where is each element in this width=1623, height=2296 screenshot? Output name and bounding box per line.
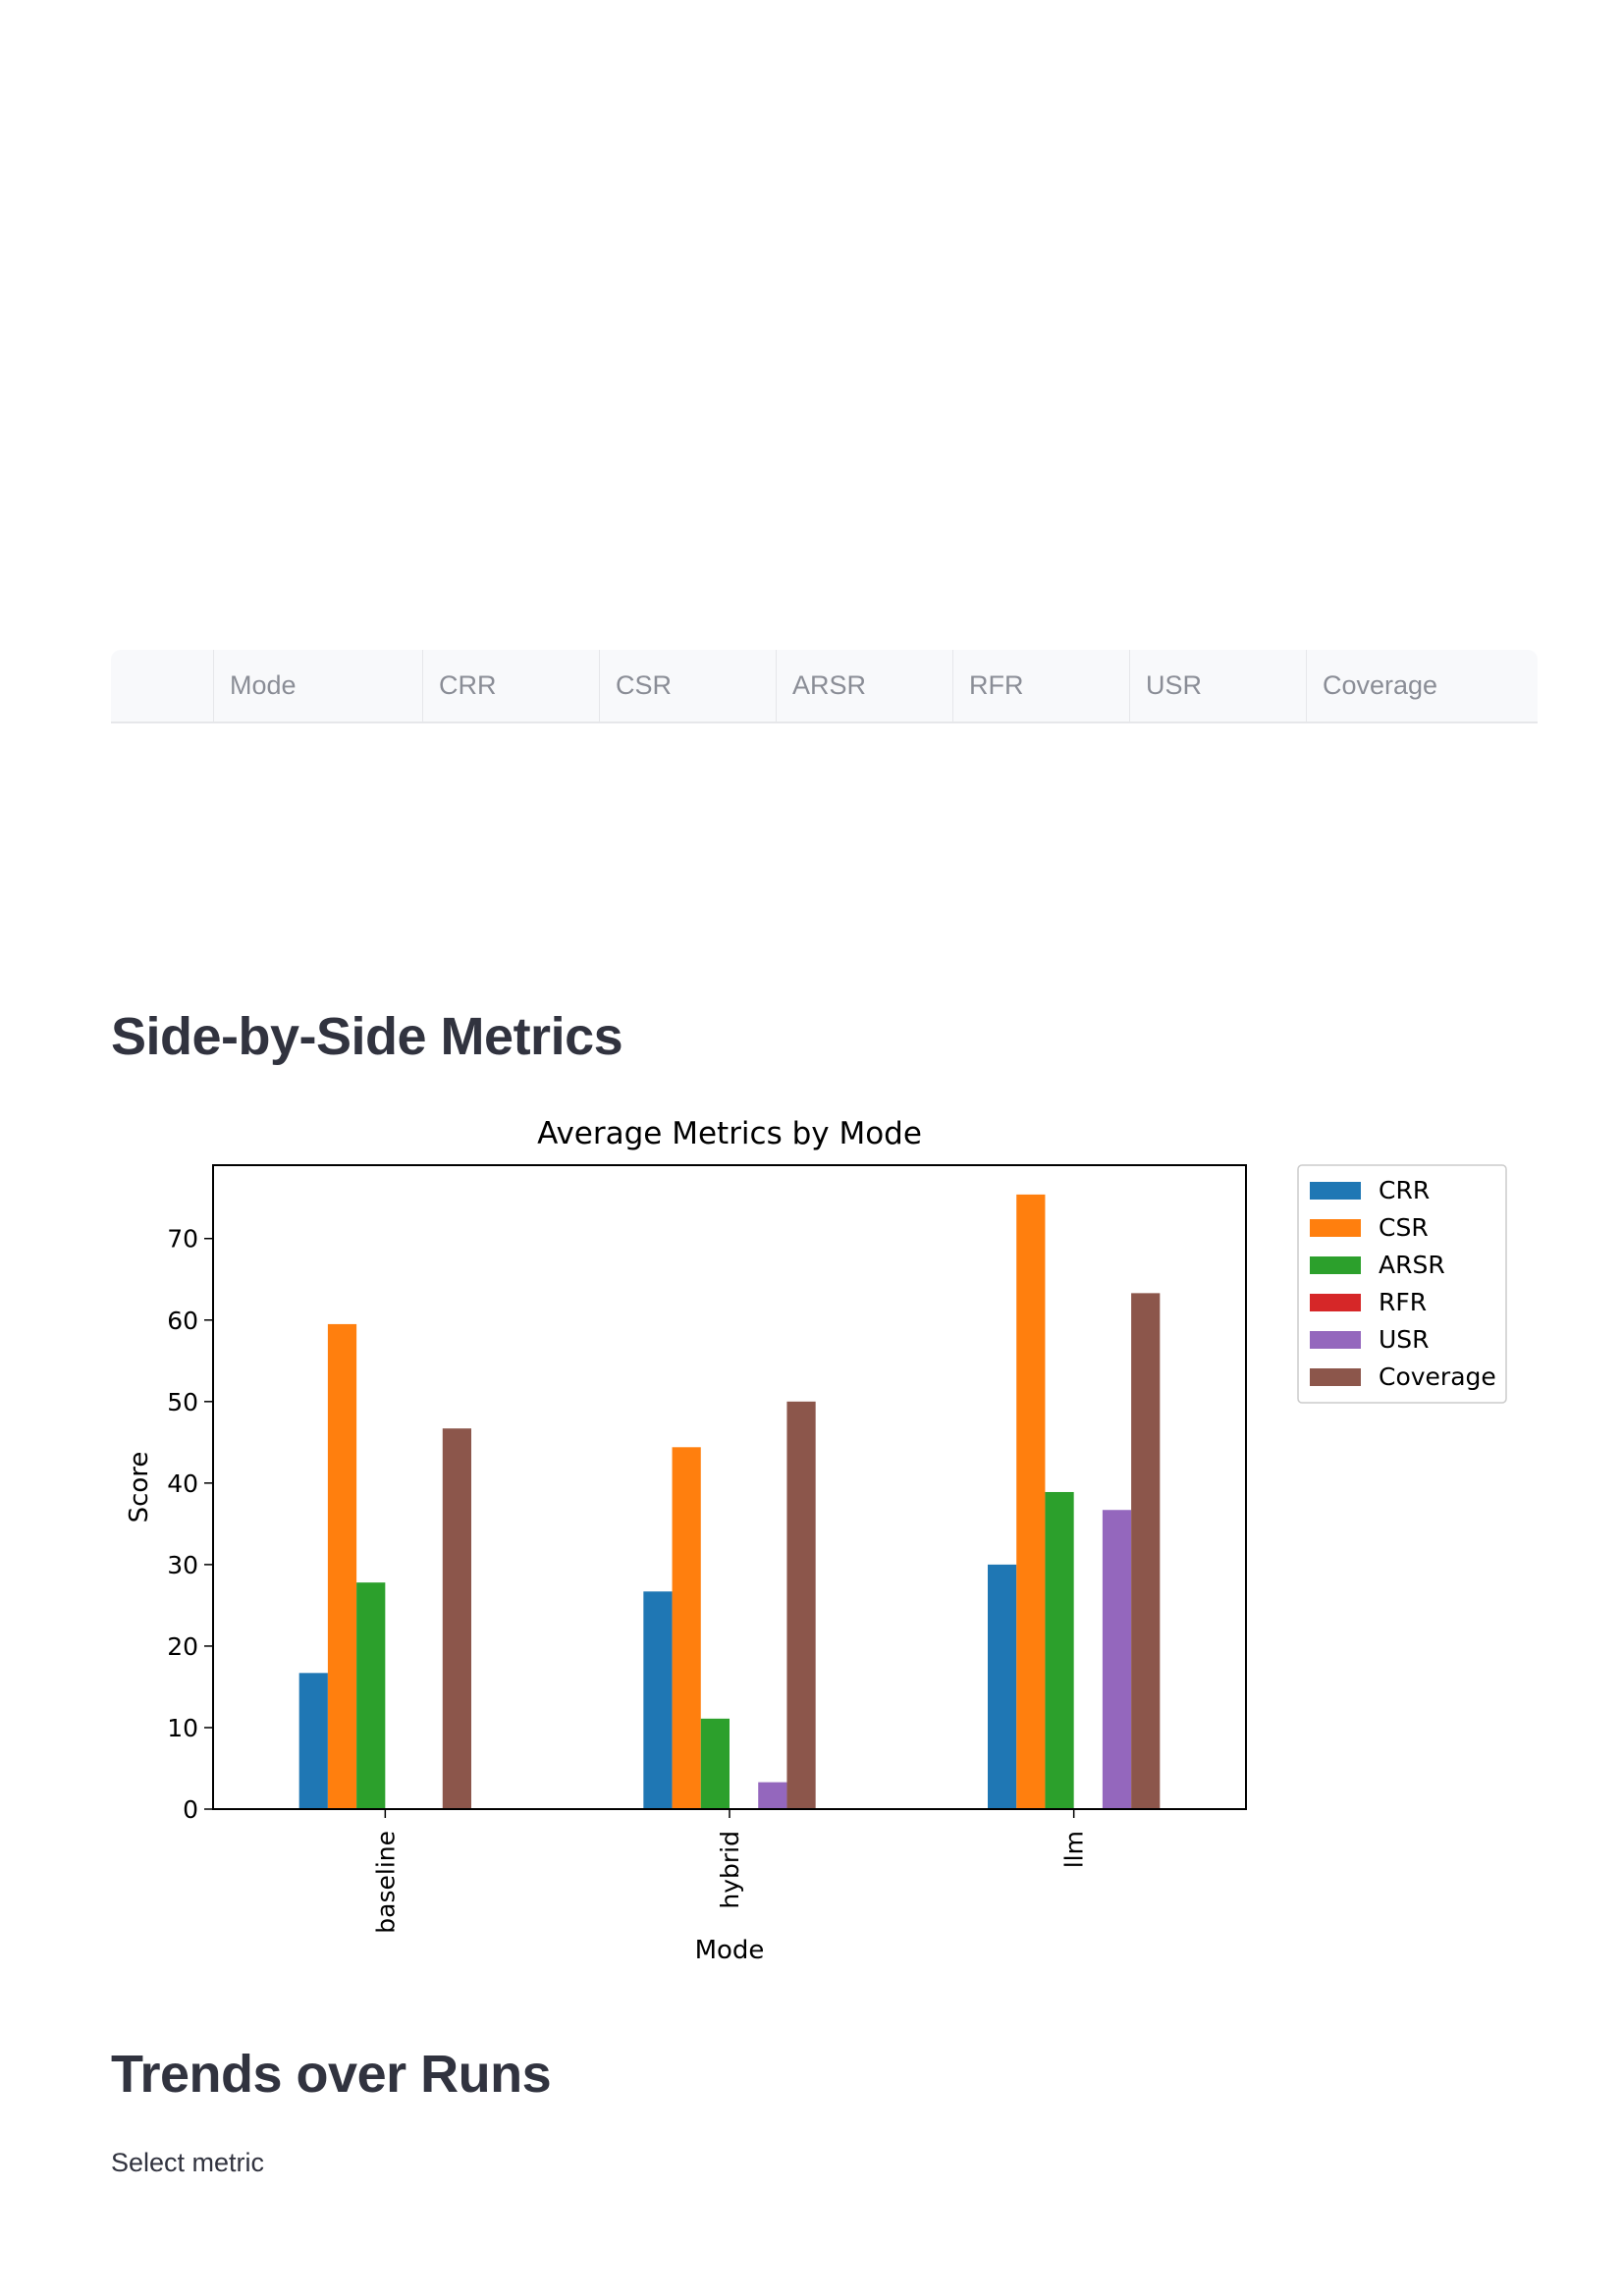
y-tick-label: 10 bbox=[167, 1714, 198, 1742]
y-tick-label: 50 bbox=[167, 1388, 198, 1416]
bar-usr-hybrid bbox=[758, 1782, 787, 1809]
bar-chart: Average Metrics by Mode 0 10 20 30 40 50 60 70 ba… bbox=[125, 1116, 1507, 1965]
bar-arsr-hybrid bbox=[700, 1718, 730, 1809]
bar-coverage-llm bbox=[1131, 1293, 1161, 1809]
legend-label-usr: USR bbox=[1379, 1325, 1430, 1354]
bar-crr-hybrid bbox=[643, 1591, 673, 1809]
y-tick-label: 0 bbox=[183, 1795, 198, 1824]
legend-label-arsr: ARSR bbox=[1379, 1251, 1445, 1279]
legend-swatch-crr bbox=[1310, 1182, 1361, 1200]
table-header-mode[interactable]: Mode bbox=[214, 650, 423, 721]
y-tick-label: 40 bbox=[167, 1469, 198, 1498]
bar-arsr-baseline bbox=[356, 1582, 386, 1809]
legend-label-coverage: Coverage bbox=[1379, 1362, 1496, 1391]
y-tick-label: 70 bbox=[167, 1225, 198, 1254]
bar-arsr-llm bbox=[1045, 1491, 1074, 1809]
chart-container: Average Metrics by Mode 0 10 20 30 40 50 60 70 ba… bbox=[108, 1104, 1532, 1988]
bar-coverage-hybrid bbox=[786, 1401, 816, 1809]
legend-label-csr: CSR bbox=[1379, 1213, 1429, 1242]
table-header-arsr[interactable]: ARSR bbox=[777, 650, 953, 721]
legend-swatch-csr bbox=[1310, 1219, 1361, 1237]
bar-coverage-baseline bbox=[442, 1428, 471, 1809]
y-tick-label: 20 bbox=[167, 1632, 198, 1661]
section-title-side-by-side: Side-by-Side Metrics bbox=[111, 1007, 623, 1066]
bar-usr-llm bbox=[1102, 1510, 1132, 1809]
bar-csr-baseline bbox=[327, 1323, 357, 1809]
legend-swatch-usr bbox=[1310, 1331, 1361, 1349]
x-axis-label: Mode bbox=[695, 1936, 765, 1965]
x-tick-label-llm: llm bbox=[1060, 1831, 1089, 1868]
bar-crr-baseline bbox=[298, 1673, 328, 1809]
legend-swatch-rfr bbox=[1310, 1294, 1361, 1311]
bar-crr-llm bbox=[988, 1564, 1017, 1809]
table-header-rfr[interactable]: RFR bbox=[953, 650, 1130, 721]
bar-csr-llm bbox=[1016, 1194, 1046, 1809]
table-header-usr[interactable]: USR bbox=[1130, 650, 1307, 721]
select-metric-label: Select metric bbox=[111, 2148, 265, 2177]
y-tick-label: 30 bbox=[167, 1551, 198, 1579]
bar-csr-hybrid bbox=[672, 1447, 701, 1809]
legend-label-rfr: RFR bbox=[1379, 1288, 1427, 1316]
y-tick-label: 60 bbox=[167, 1307, 198, 1335]
table-header-index[interactable] bbox=[111, 650, 214, 721]
x-tick-label-hybrid: hybrid bbox=[716, 1831, 744, 1909]
y-axis-label: Score bbox=[125, 1452, 154, 1523]
x-tick-label-baseline: baseline bbox=[371, 1831, 400, 1934]
chart-title: Average Metrics by Mode bbox=[537, 1116, 922, 1151]
table-header-csr[interactable]: CSR bbox=[600, 650, 777, 721]
table-header-coverage[interactable]: Coverage bbox=[1323, 670, 1438, 700]
legend-swatch-arsr bbox=[1310, 1256, 1361, 1274]
plot-frame bbox=[212, 1164, 1247, 1810]
legend-swatch-coverage bbox=[1310, 1368, 1361, 1386]
data-table-header: Mode CRR CSR ARSR RFR USR Coverage bbox=[111, 650, 1538, 723]
section-title-trends: Trends over Runs bbox=[111, 2045, 552, 2104]
legend-label-crr: CRR bbox=[1379, 1176, 1430, 1204]
table-header-crr[interactable]: CRR bbox=[423, 650, 600, 721]
